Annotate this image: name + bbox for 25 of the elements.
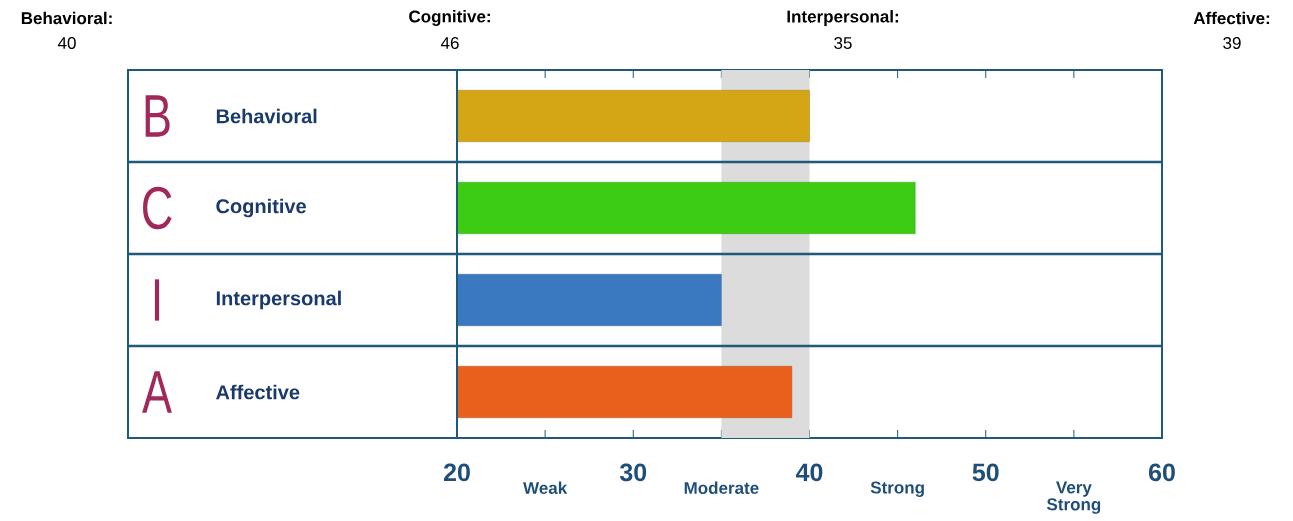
y-tick-label: Behavioral bbox=[216, 108, 317, 124]
y-tick-label: Cognitive bbox=[216, 198, 306, 218]
text: 46 bbox=[440, 36, 459, 50]
x-tick-label: 50 bbox=[972, 463, 999, 482]
x-tick-label: 20 bbox=[443, 463, 470, 482]
text: A bbox=[142, 371, 172, 413]
text: 39 bbox=[1223, 36, 1241, 50]
y-tick-label: Interpersonal bbox=[216, 290, 341, 310]
text: Cognitive: bbox=[409, 10, 490, 26]
text: Weak bbox=[523, 481, 568, 495]
x-tick-label: 30 bbox=[619, 463, 647, 482]
text: I bbox=[154, 279, 160, 321]
x-tick-label: 40 bbox=[795, 463, 823, 482]
text: Strong bbox=[870, 481, 924, 497]
text: Affective: bbox=[1193, 11, 1270, 25]
text: Moderate bbox=[684, 481, 759, 495]
x-tick-label: 60 bbox=[1149, 463, 1175, 482]
text: C bbox=[143, 186, 172, 230]
y-tick-label: Affective bbox=[216, 384, 300, 400]
text: Behavioral: bbox=[21, 11, 112, 25]
text: Interpersonal: bbox=[787, 10, 899, 26]
text: 35 bbox=[834, 36, 852, 50]
text: 40 bbox=[57, 36, 76, 50]
text: Very Strong bbox=[1046, 481, 1101, 514]
text: B bbox=[145, 95, 170, 137]
